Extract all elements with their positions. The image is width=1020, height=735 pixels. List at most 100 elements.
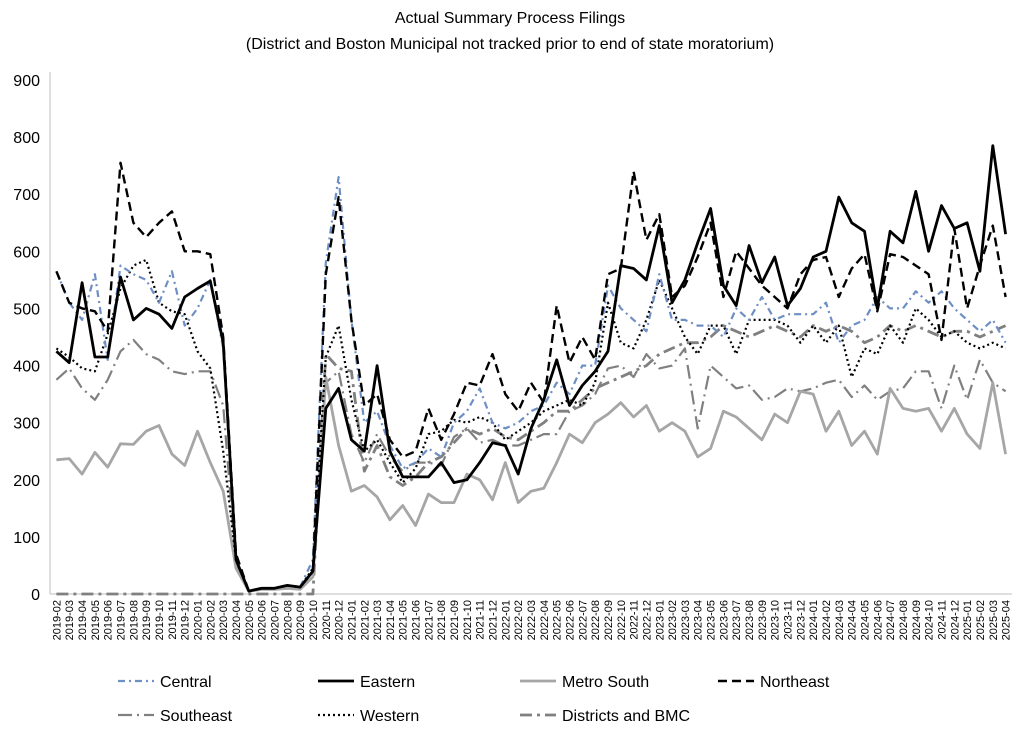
series-line-western xyxy=(55,258,1007,593)
series-line-eastern xyxy=(55,144,1007,593)
x-tick-label: 2022-11 xyxy=(629,600,641,640)
x-tick-label: 2023-05 xyxy=(706,600,718,640)
x-tick-label: 2020-02 xyxy=(205,600,217,640)
x-tick-label: 2024-12 xyxy=(949,600,961,640)
x-tick-label: 2020-09 xyxy=(295,600,307,640)
x-tick-label: 2020-11 xyxy=(321,600,333,640)
x-tick-label: 2024-06 xyxy=(872,600,884,640)
x-tick-label: 2022-09 xyxy=(603,600,615,640)
x-tick-label: 2023-11 xyxy=(783,600,795,640)
x-tick-label: 2024-11 xyxy=(936,600,948,640)
x-tick-label: 2024-01 xyxy=(808,600,820,640)
x-tick-label: 2019-07 xyxy=(116,600,128,640)
x-tick-label: 2023-02 xyxy=(667,600,679,640)
chart-subtitle: (District and Boston Municipal not track… xyxy=(245,36,775,53)
x-tick-label: 2019-08 xyxy=(128,600,140,640)
x-tick-label: 2024-02 xyxy=(821,600,833,640)
x-tick-label: 2021-07 xyxy=(423,600,435,640)
x-tick-label: 2019-02 xyxy=(51,600,63,640)
x-tick-label: 2025-02 xyxy=(975,600,987,640)
x-tick-label: 2024-10 xyxy=(924,600,936,640)
x-tick-label: 2022-04 xyxy=(539,600,551,640)
x-tick-label: 2019-06 xyxy=(103,600,115,640)
chart-title: Actual Summary Process Filings xyxy=(394,10,626,27)
y-tick-label: 200 xyxy=(13,473,40,490)
y-tick-label: 600 xyxy=(13,244,40,261)
x-tick-label: 2022-05 xyxy=(552,600,564,640)
y-tick-label: 500 xyxy=(13,301,40,318)
x-tick-label: 2019-03 xyxy=(64,600,76,640)
y-tick-label: 800 xyxy=(13,130,40,147)
x-tick-label: 2020-05 xyxy=(244,600,256,640)
x-tick-label: 2020-07 xyxy=(269,600,281,640)
x-tick-label: 2025-03 xyxy=(988,600,1000,640)
x-tick-label: 2024-08 xyxy=(898,600,910,640)
x-tick-label: 2023-08 xyxy=(744,600,756,640)
x-tick-label: 2023-01 xyxy=(654,600,666,640)
y-tick-label: 400 xyxy=(13,359,40,376)
y-tick-label: 700 xyxy=(13,187,40,204)
legend-label-eastern: Eastern xyxy=(360,674,415,691)
x-tick-label: 2023-10 xyxy=(770,600,782,640)
x-tick-label: 2019-04 xyxy=(77,600,89,640)
x-tick-label: 2023-09 xyxy=(757,600,769,640)
x-tick-label: 2023-04 xyxy=(693,600,705,640)
series-line-dbmc xyxy=(56,324,1007,596)
x-tick-label: 2024-07 xyxy=(885,600,897,640)
x-tick-label: 2021-03 xyxy=(372,600,384,640)
x-tick-label: 2020-06 xyxy=(257,600,269,640)
x-tick-label: 2021-08 xyxy=(436,600,448,640)
x-tick-label: 2023-12 xyxy=(795,600,807,640)
x-tick-label: 2021-02 xyxy=(359,600,371,640)
series-line-metro xyxy=(56,375,1007,593)
legend-label-dbmc: Districts and BMC xyxy=(562,708,690,725)
legend-label-northeast: Northeast xyxy=(760,674,830,691)
x-tick-label: 2021-04 xyxy=(385,600,397,640)
x-tick-label: 2022-06 xyxy=(564,600,576,640)
x-tick-label: 2020-04 xyxy=(231,600,243,640)
series-line-southeast xyxy=(55,338,1007,593)
x-tick-label: 2019-12 xyxy=(180,600,192,640)
x-tick-label: 2021-09 xyxy=(449,600,461,640)
x-tick-label: 2025-04 xyxy=(1001,600,1013,640)
y-tick-label: 0 xyxy=(31,587,40,604)
legend-label-metro: Metro South xyxy=(562,674,649,691)
x-tick-label: 2023-06 xyxy=(718,600,730,640)
x-tick-label: 2021-10 xyxy=(462,600,474,640)
x-tick-label: 2024-03 xyxy=(834,600,846,640)
legend-label-southeast: Southeast xyxy=(160,708,233,725)
y-tick-label: 300 xyxy=(13,416,40,433)
y-tick-label: 100 xyxy=(13,530,40,547)
x-tick-label: 2019-10 xyxy=(154,600,166,640)
x-tick-label: 2024-09 xyxy=(911,600,923,640)
x-tick-label: 2019-11 xyxy=(167,600,179,640)
x-tick-label: 2024-05 xyxy=(859,600,871,640)
x-tick-label: 2020-01 xyxy=(193,600,205,640)
x-tick-label: 2021-05 xyxy=(398,600,410,640)
x-tick-label: 2020-03 xyxy=(218,600,230,640)
x-tick-label: 2025-01 xyxy=(962,600,974,640)
x-tick-label: 2022-07 xyxy=(577,600,589,640)
x-tick-label: 2020-10 xyxy=(308,600,320,640)
x-tick-label: 2022-03 xyxy=(526,600,538,640)
x-tick-label: 2023-07 xyxy=(731,600,743,640)
x-tick-label: 2020-12 xyxy=(334,600,346,640)
x-tick-label: 2022-12 xyxy=(641,600,653,640)
x-tick-label: 2023-03 xyxy=(680,600,692,640)
x-tick-label: 2022-08 xyxy=(590,600,602,640)
x-tick-label: 2022-02 xyxy=(513,600,525,640)
series-line-northeast xyxy=(55,161,1007,593)
y-tick-label: 900 xyxy=(13,73,40,90)
x-tick-label: 2021-01 xyxy=(346,600,358,640)
x-tick-label: 2024-04 xyxy=(847,600,859,640)
x-tick-label: 2022-10 xyxy=(616,600,628,640)
x-tick-label: 2019-05 xyxy=(90,600,102,640)
x-tick-label: 2020-08 xyxy=(282,600,294,640)
x-tick-label: 2019-09 xyxy=(141,600,153,640)
x-tick-label: 2021-12 xyxy=(488,600,500,640)
legend-label-western: Western xyxy=(360,708,419,725)
x-tick-label: 2021-06 xyxy=(411,600,423,640)
legend-label-central: Central xyxy=(160,674,212,691)
